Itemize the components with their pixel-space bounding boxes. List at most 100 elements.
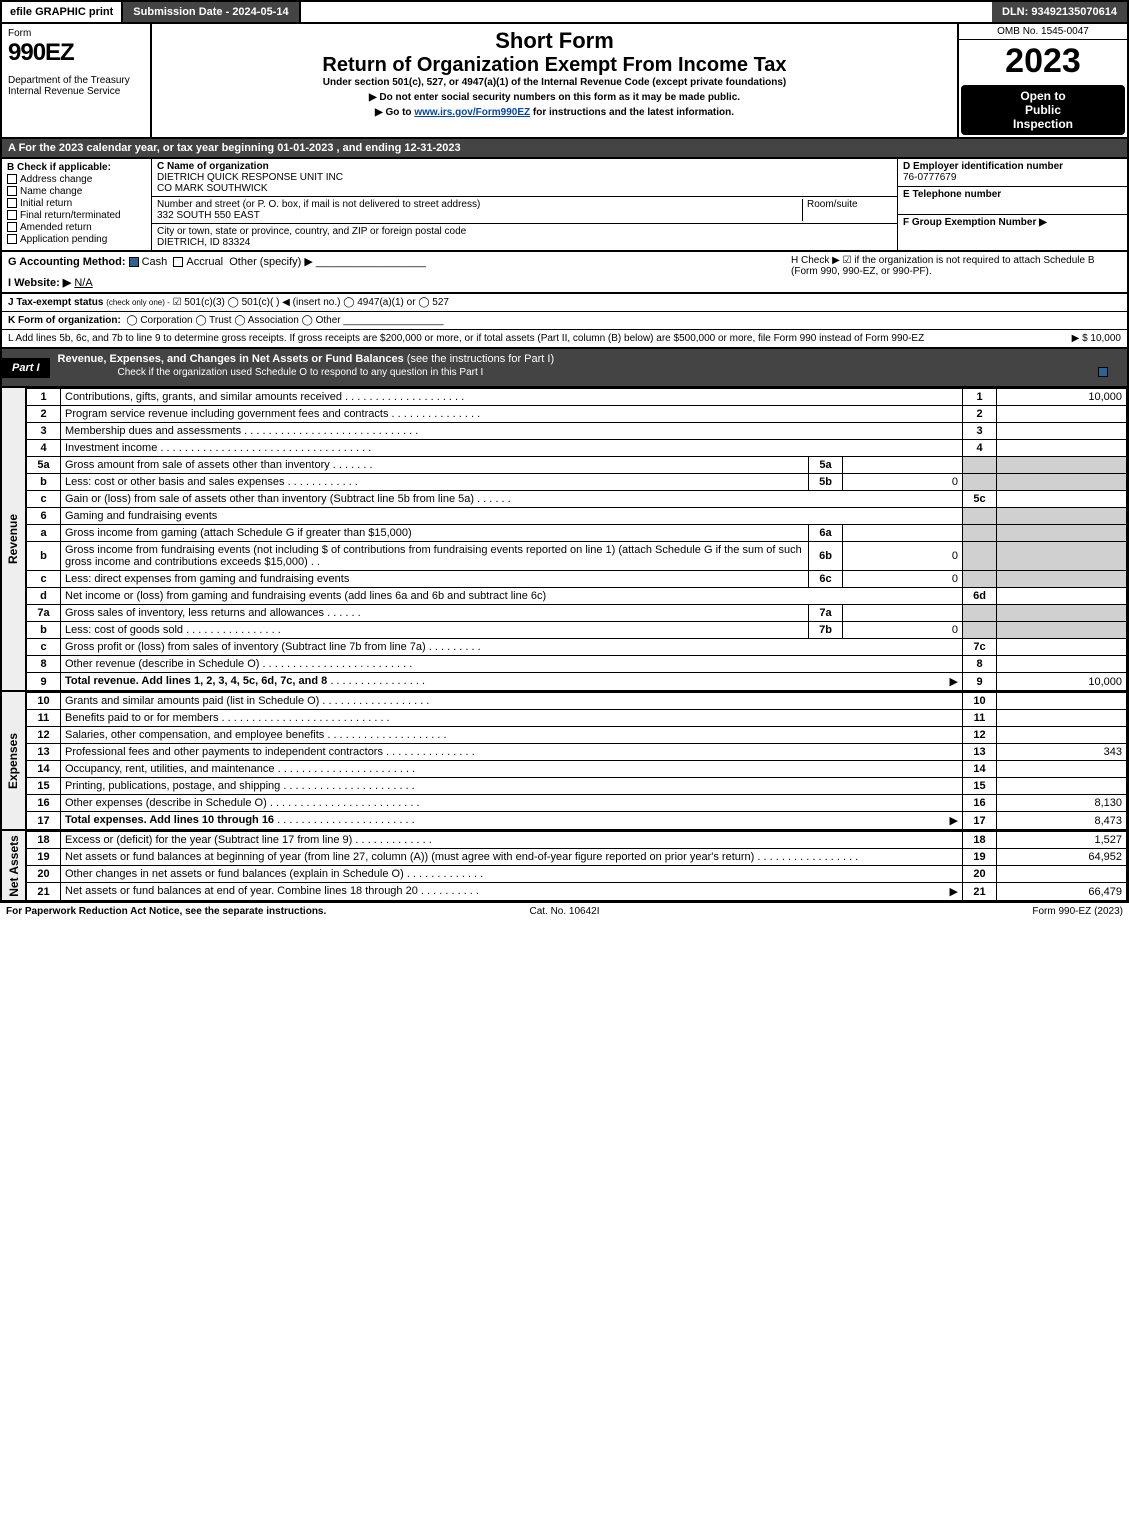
- line-6c-val: 0: [843, 571, 963, 588]
- line-11-desc: Benefits paid to or for members: [65, 712, 218, 724]
- line-7a-desc: Gross sales of inventory, less returns a…: [65, 607, 324, 619]
- form-version: Form 990-EZ (2023): [751, 906, 1123, 917]
- line-7b-val: 0: [843, 622, 963, 639]
- line-2-desc: Program service revenue including govern…: [65, 408, 388, 420]
- l-amount: ▶ $ 10,000: [1072, 333, 1121, 344]
- omb-number: OMB No. 1545-0047: [959, 24, 1127, 40]
- col-b-checkboxes: B Check if applicable: Address change Na…: [2, 159, 152, 250]
- dept-treasury: Department of the Treasury: [8, 75, 144, 86]
- org-name: DIETRICH QUICK RESPONSE UNIT INC: [157, 172, 343, 183]
- org-info-block: B Check if applicable: Address change Na…: [0, 159, 1129, 252]
- line-17-desc: Total expenses. Add lines 10 through 16: [65, 814, 274, 826]
- b-header: B Check if applicable:: [7, 162, 111, 173]
- line-1-amt: 10,000: [997, 389, 1127, 406]
- line-7b-desc: Less: cost of goods sold: [65, 624, 183, 636]
- line-5a-desc: Gross amount from sale of assets other t…: [65, 459, 330, 471]
- short-form-title: Short Form: [158, 28, 951, 54]
- org-city: DIETRICH, ID 83324: [157, 237, 250, 248]
- row-ghi: G Accounting Method: Cash Accrual Other …: [0, 252, 1129, 294]
- c-name-label: C Name of organization: [157, 161, 269, 172]
- line-21-amt: 66,479: [997, 883, 1127, 901]
- expenses-section: Expenses 10Grants and similar amounts pa…: [0, 692, 1129, 831]
- revenue-sidebar: Revenue: [2, 388, 26, 690]
- city-label: City or town, state or province, country…: [157, 226, 466, 237]
- org-co: CO MARK SOUTHWICK: [157, 183, 268, 194]
- line-16-amt: 8,130: [997, 795, 1127, 812]
- ssn-warning: ▶ Do not enter social security numbers o…: [158, 92, 951, 103]
- line-4-desc: Investment income: [65, 442, 157, 454]
- chk-final-return[interactable]: Final return/terminated: [7, 210, 146, 221]
- goto-note: ▶ Go to www.irs.gov/Form990EZ for instru…: [158, 107, 951, 118]
- line-21-desc: Net assets or fund balances at end of ye…: [65, 885, 418, 897]
- arrow-icon: ▶: [950, 885, 958, 898]
- line-7c-desc: Gross profit or (loss) from sales of inv…: [65, 641, 426, 653]
- subtitle: Under section 501(c), 527, or 4947(a)(1)…: [158, 77, 951, 88]
- line-16-desc: Other expenses (describe in Schedule O): [65, 797, 267, 809]
- line-6a-desc: Gross income from gaming (attach Schedul…: [65, 527, 412, 539]
- group-exemption-label: F Group Exemption Number ▶: [903, 217, 1047, 228]
- chk-accrual[interactable]: [173, 257, 183, 267]
- website-value: N/A: [74, 277, 92, 289]
- line-5b-desc: Less: cost or other basis and sales expe…: [65, 476, 285, 488]
- row-a-tax-year: A For the 2023 calendar year, or tax yea…: [0, 139, 1129, 159]
- net-assets-section: Net Assets 18Excess or (deficit) for the…: [0, 831, 1129, 902]
- catalog-number: Cat. No. 10642I: [378, 906, 750, 917]
- room-label: Room/suite: [807, 199, 858, 210]
- line-18-amt: 1,527: [997, 832, 1127, 849]
- line-9-desc: Total revenue. Add lines 1, 2, 3, 4, 5c,…: [65, 675, 327, 687]
- chk-application-pending[interactable]: Application pending: [7, 234, 146, 245]
- line-13-amt: 343: [997, 744, 1127, 761]
- chk-schedule-o[interactable]: [1098, 367, 1108, 377]
- efile-label[interactable]: efile GRAPHIC print: [2, 2, 123, 22]
- line-10-desc: Grants and similar amounts paid (list in…: [65, 695, 319, 707]
- chk-cash[interactable]: [129, 257, 139, 267]
- i-label: I Website: ▶: [8, 277, 71, 289]
- revenue-section: Revenue 1Contributions, gifts, grants, a…: [0, 388, 1129, 692]
- line-12-desc: Salaries, other compensation, and employ…: [65, 729, 324, 741]
- dln: DLN: 93492135070614: [992, 2, 1127, 22]
- line-6-desc: Gaming and fundraising events: [61, 508, 963, 525]
- line-15-desc: Printing, publications, postage, and shi…: [65, 780, 280, 792]
- form-header: Form 990EZ Department of the Treasury In…: [0, 24, 1129, 139]
- irs-link[interactable]: www.irs.gov/Form990EZ: [414, 107, 530, 118]
- net-assets-sidebar: Net Assets: [2, 831, 26, 900]
- row-l: L Add lines 5b, 6c, and 7b to line 9 to …: [0, 330, 1129, 349]
- line-14-desc: Occupancy, rent, utilities, and maintena…: [65, 763, 275, 775]
- street-label: Number and street (or P. O. box, if mail…: [157, 199, 480, 210]
- row-k: K Form of organization: ◯ Corporation ◯ …: [0, 312, 1129, 330]
- chk-address-change[interactable]: Address change: [7, 174, 146, 185]
- line-6c-desc: Less: direct expenses from gaming and fu…: [65, 573, 349, 585]
- line-5c-desc: Gain or (loss) from sale of assets other…: [65, 493, 474, 505]
- line-20-desc: Other changes in net assets or fund bala…: [65, 868, 404, 880]
- org-street: 332 SOUTH 550 EAST: [157, 210, 260, 221]
- h-schedule-b-note: H Check ▶ ☑ if the organization is not r…: [791, 255, 1121, 289]
- topbar: efile GRAPHIC print Submission Date - 20…: [0, 0, 1129, 24]
- form-word: Form: [8, 28, 144, 39]
- line-3-desc: Membership dues and assessments: [65, 425, 241, 437]
- line-6d-desc: Net income or (loss) from gaming and fun…: [61, 588, 963, 605]
- line-18-desc: Excess or (deficit) for the year (Subtra…: [65, 834, 352, 846]
- line-19-desc: Net assets or fund balances at beginning…: [65, 851, 754, 863]
- k-options[interactable]: ◯ Corporation ◯ Trust ◯ Association ◯ Ot…: [126, 315, 340, 326]
- tax-year: 2023: [959, 40, 1127, 83]
- paperwork-notice: For Paperwork Reduction Act Notice, see …: [6, 906, 378, 917]
- part-i-tag: Part I: [2, 358, 50, 378]
- chk-name-change[interactable]: Name change: [7, 186, 146, 197]
- part-i-check-text: Check if the organization used Schedule …: [118, 367, 484, 378]
- line-19-amt: 64,952: [997, 849, 1127, 866]
- j-options[interactable]: ☑ 501(c)(3) ◯ 501(c)( ) ◀ (insert no.) ◯…: [173, 297, 449, 308]
- expenses-sidebar: Expenses: [2, 692, 26, 829]
- line-6b-desc: Gross income from fundraising events (no…: [65, 544, 802, 568]
- line-8-desc: Other revenue (describe in Schedule O): [65, 658, 259, 670]
- line-9-amt: 10,000: [997, 673, 1127, 691]
- part-i-header: Part I Revenue, Expenses, and Changes in…: [0, 349, 1129, 388]
- chk-initial-return[interactable]: Initial return: [7, 198, 146, 209]
- arrow-icon: ▶: [950, 675, 958, 688]
- form-number: 990EZ: [8, 39, 144, 67]
- ein-value: 76-0777679: [903, 172, 956, 183]
- row-j: J Tax-exempt status (check only one) - ☑…: [0, 294, 1129, 312]
- telephone-label: E Telephone number: [903, 189, 1001, 200]
- line-17-amt: 8,473: [997, 812, 1127, 830]
- submission-date: Submission Date - 2024-05-14: [123, 2, 300, 22]
- chk-amended-return[interactable]: Amended return: [7, 222, 146, 233]
